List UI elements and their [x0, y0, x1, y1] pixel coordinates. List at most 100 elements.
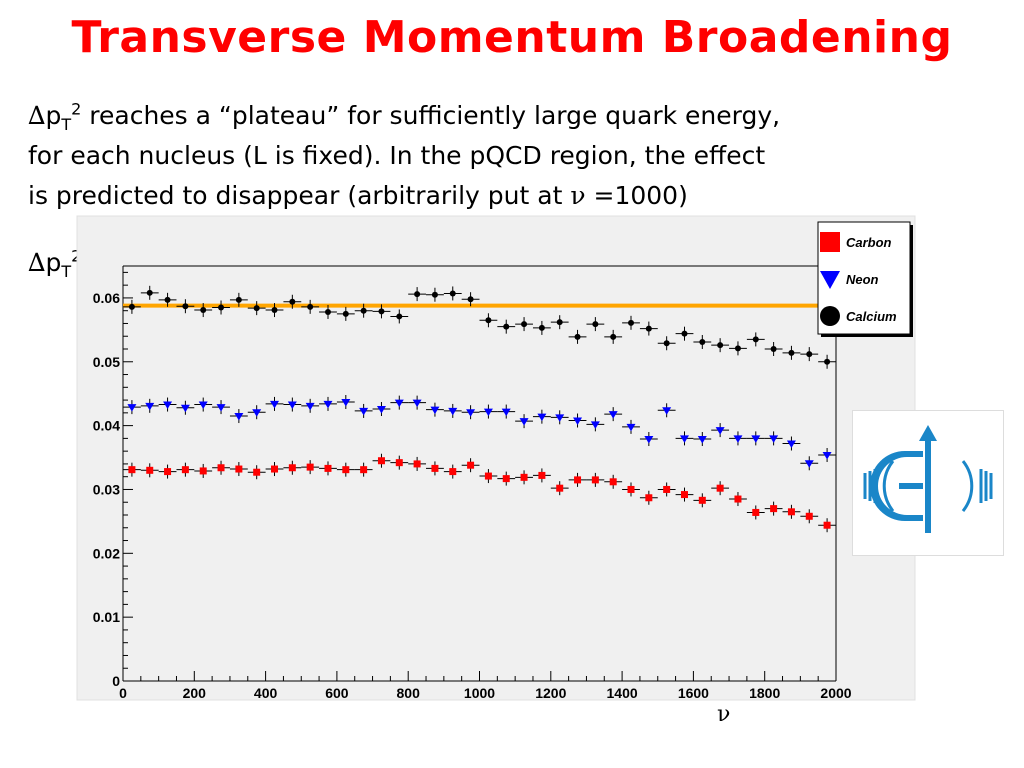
carbon-point — [782, 504, 801, 519]
legend-item-calcium: Calcium — [820, 306, 897, 326]
legend-item-neon: Neon — [820, 271, 879, 289]
body-line-2-text: for each nucleus (L is fixed). In the pQ… — [28, 141, 766, 170]
calcium-point — [639, 321, 658, 336]
calcium-point — [123, 299, 141, 314]
carbon-point — [426, 461, 444, 476]
carbon-point — [622, 482, 640, 497]
calcium-point — [461, 292, 480, 307]
x-tick-label: 400 — [254, 685, 278, 701]
neon-point — [336, 394, 355, 409]
logo-e-bar — [899, 483, 923, 489]
delta-symbol: ∆ — [28, 101, 46, 130]
carbon-point — [265, 462, 284, 477]
y-tick-label: 0.06 — [93, 290, 120, 306]
legend-item-carbon: Carbon — [820, 232, 892, 252]
carbon-point — [123, 462, 141, 477]
calcium-point — [782, 345, 801, 360]
calcium-point — [604, 329, 623, 344]
carbon-point — [390, 455, 409, 470]
calcium-point — [194, 303, 213, 318]
calcium-point — [265, 303, 284, 318]
neon-point — [229, 409, 248, 424]
neon-point — [247, 405, 266, 420]
body-line-3: is predicted to disappear (arbitrarily p… — [28, 176, 1008, 216]
carbon-point — [693, 493, 712, 508]
x-tick-label: 1200 — [535, 685, 566, 701]
carbon-point — [550, 481, 569, 496]
calcium-point — [301, 299, 320, 314]
carbon-point — [746, 505, 765, 520]
neon-point — [443, 403, 462, 418]
y-axis-label: ∆pT2 — [28, 246, 82, 280]
logo-graphic — [863, 425, 993, 533]
calcium-point — [426, 287, 444, 302]
neon-point — [123, 400, 141, 415]
carbon-point — [479, 469, 498, 484]
neon-point — [746, 431, 765, 446]
calcium-point — [247, 301, 266, 316]
carbon-point — [229, 462, 248, 477]
logo-right-arc — [961, 460, 974, 512]
logo-right-lines — [979, 469, 993, 503]
carbon-point — [711, 481, 730, 496]
neon-point — [301, 398, 320, 413]
calcium-point — [746, 332, 765, 347]
body-line-3-text-a: is predicted to disappear (arbitrarily p… — [28, 181, 563, 210]
carbon-point — [604, 474, 623, 489]
calcium-point — [550, 315, 569, 330]
body-line-2: for each nucleus (L is fixed). In the pQ… — [28, 136, 1008, 176]
neon-point — [639, 432, 658, 447]
carbon-point — [461, 458, 480, 473]
carbon-point — [176, 462, 195, 477]
neon-point — [265, 396, 284, 411]
x-tick-label: 800 — [397, 685, 421, 701]
calcium-point — [586, 317, 605, 332]
legend-marker — [820, 232, 840, 252]
logo-left-arc — [882, 460, 895, 512]
carbon-point — [301, 460, 320, 475]
legend-marker — [820, 306, 840, 326]
y-tick-label: 0.04 — [93, 418, 120, 434]
neon-point — [372, 402, 391, 417]
calcium-point — [622, 315, 640, 330]
x-tick-label: 1800 — [749, 685, 780, 701]
ticks-layer: 0 200 400 600 800 1000 1200 1400 1600 1800 2000 0 0.… — [93, 271, 852, 701]
calcium-point — [372, 304, 391, 319]
calcium-point — [229, 292, 248, 307]
calcium-point — [800, 347, 819, 362]
carbon-point — [532, 468, 551, 483]
carbon-point — [497, 471, 516, 486]
neon-point — [622, 419, 640, 434]
calcium-point — [354, 303, 373, 318]
x-tick-label: 1400 — [607, 685, 638, 701]
calcium-point — [479, 313, 498, 328]
p-letter: p — [45, 101, 62, 130]
neon-point — [408, 395, 427, 410]
ylabel-delta: ∆ — [28, 248, 46, 277]
carbon-point — [408, 456, 427, 471]
calcium-point — [675, 326, 694, 341]
carbon-point — [354, 462, 373, 477]
calcium-point — [212, 300, 230, 315]
ylabel-sup-2: 2 — [71, 246, 82, 266]
calcium-point — [140, 285, 159, 300]
logo — [852, 410, 1004, 556]
carbon-point — [443, 464, 462, 479]
calcium-point — [764, 342, 783, 356]
calcium-point — [408, 287, 427, 302]
calcium-point — [657, 336, 676, 351]
carbon-point — [675, 487, 694, 502]
neon-point — [140, 398, 159, 413]
body-line-1: ∆pT2 reaches a “plateau” for sufficientl… — [28, 96, 1008, 136]
carbon-point — [194, 463, 213, 478]
carbon-point — [729, 492, 747, 507]
calcium-point — [693, 334, 712, 349]
calcium-point — [443, 286, 462, 301]
neon-point — [657, 403, 676, 418]
ylabel-sub-t: T — [61, 262, 72, 281]
x-tick-label: 600 — [325, 685, 349, 701]
legend-label: Calcium — [846, 309, 897, 324]
carbon-point — [568, 472, 587, 487]
calcium-point — [176, 299, 195, 314]
carbon-point — [657, 482, 676, 497]
